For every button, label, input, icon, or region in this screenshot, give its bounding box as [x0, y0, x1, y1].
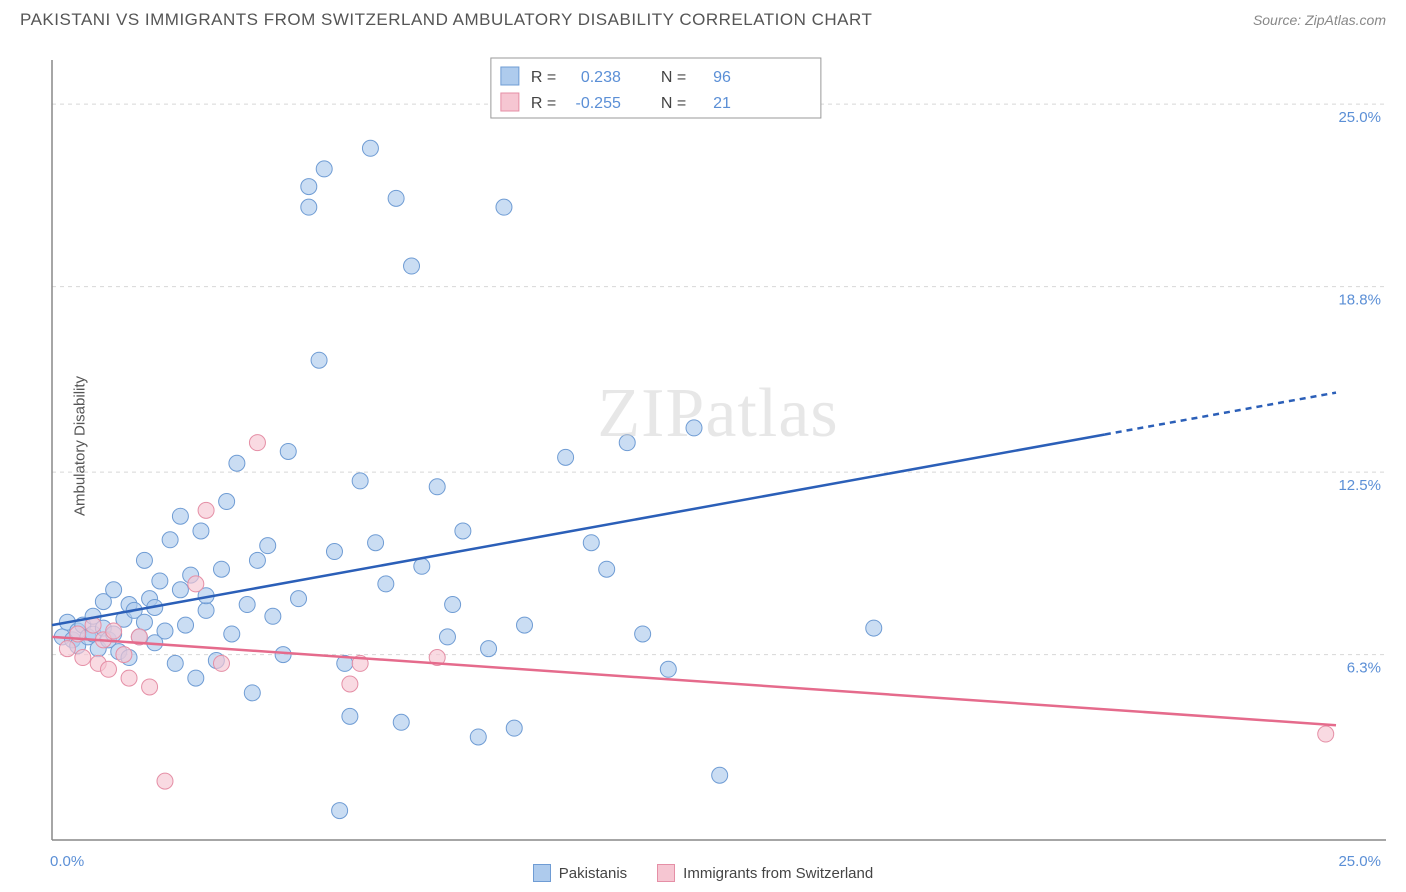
source-label: Source: ZipAtlas.com	[1253, 12, 1386, 28]
svg-text:25.0%: 25.0%	[1338, 109, 1381, 126]
legend-label: Immigrants from Switzerland	[683, 865, 873, 882]
svg-text:6.3%: 6.3%	[1347, 660, 1381, 677]
svg-text:N =: N =	[661, 95, 686, 112]
svg-text:96: 96	[713, 69, 731, 86]
legend-label: Pakistanis	[559, 865, 627, 882]
legend-swatch-icon	[657, 864, 675, 882]
svg-text:R =: R =	[531, 95, 556, 112]
legend-item-switzerland: Immigrants from Switzerland	[657, 864, 873, 882]
svg-text:R =: R =	[531, 69, 556, 86]
svg-text:18.8%: 18.8%	[1338, 292, 1381, 309]
legend-item-pakistanis: Pakistanis	[533, 864, 627, 882]
svg-text:21: 21	[713, 95, 731, 112]
scatter-plot: 6.3% 12.5% 18.8% 25.0% R = 0.238 N = 96 R = -0.25…	[50, 50, 1386, 842]
legend-swatch-icon	[533, 864, 551, 882]
header: PAKISTANI VS IMMIGRANTS FROM SWITZERLAND…	[0, 0, 1406, 35]
svg-text:N =: N =	[661, 69, 686, 86]
svg-text:-0.255: -0.255	[576, 95, 621, 112]
chart-title: PAKISTANI VS IMMIGRANTS FROM SWITZERLAND…	[20, 10, 872, 30]
bottom-legend: Pakistanis Immigrants from Switzerland	[0, 864, 1406, 882]
svg-text:0.238: 0.238	[581, 69, 621, 86]
chart-area: 6.3% 12.5% 18.8% 25.0% R = 0.238 N = 96 R = -0.25…	[50, 50, 1386, 842]
svg-text:12.5%: 12.5%	[1338, 477, 1381, 494]
